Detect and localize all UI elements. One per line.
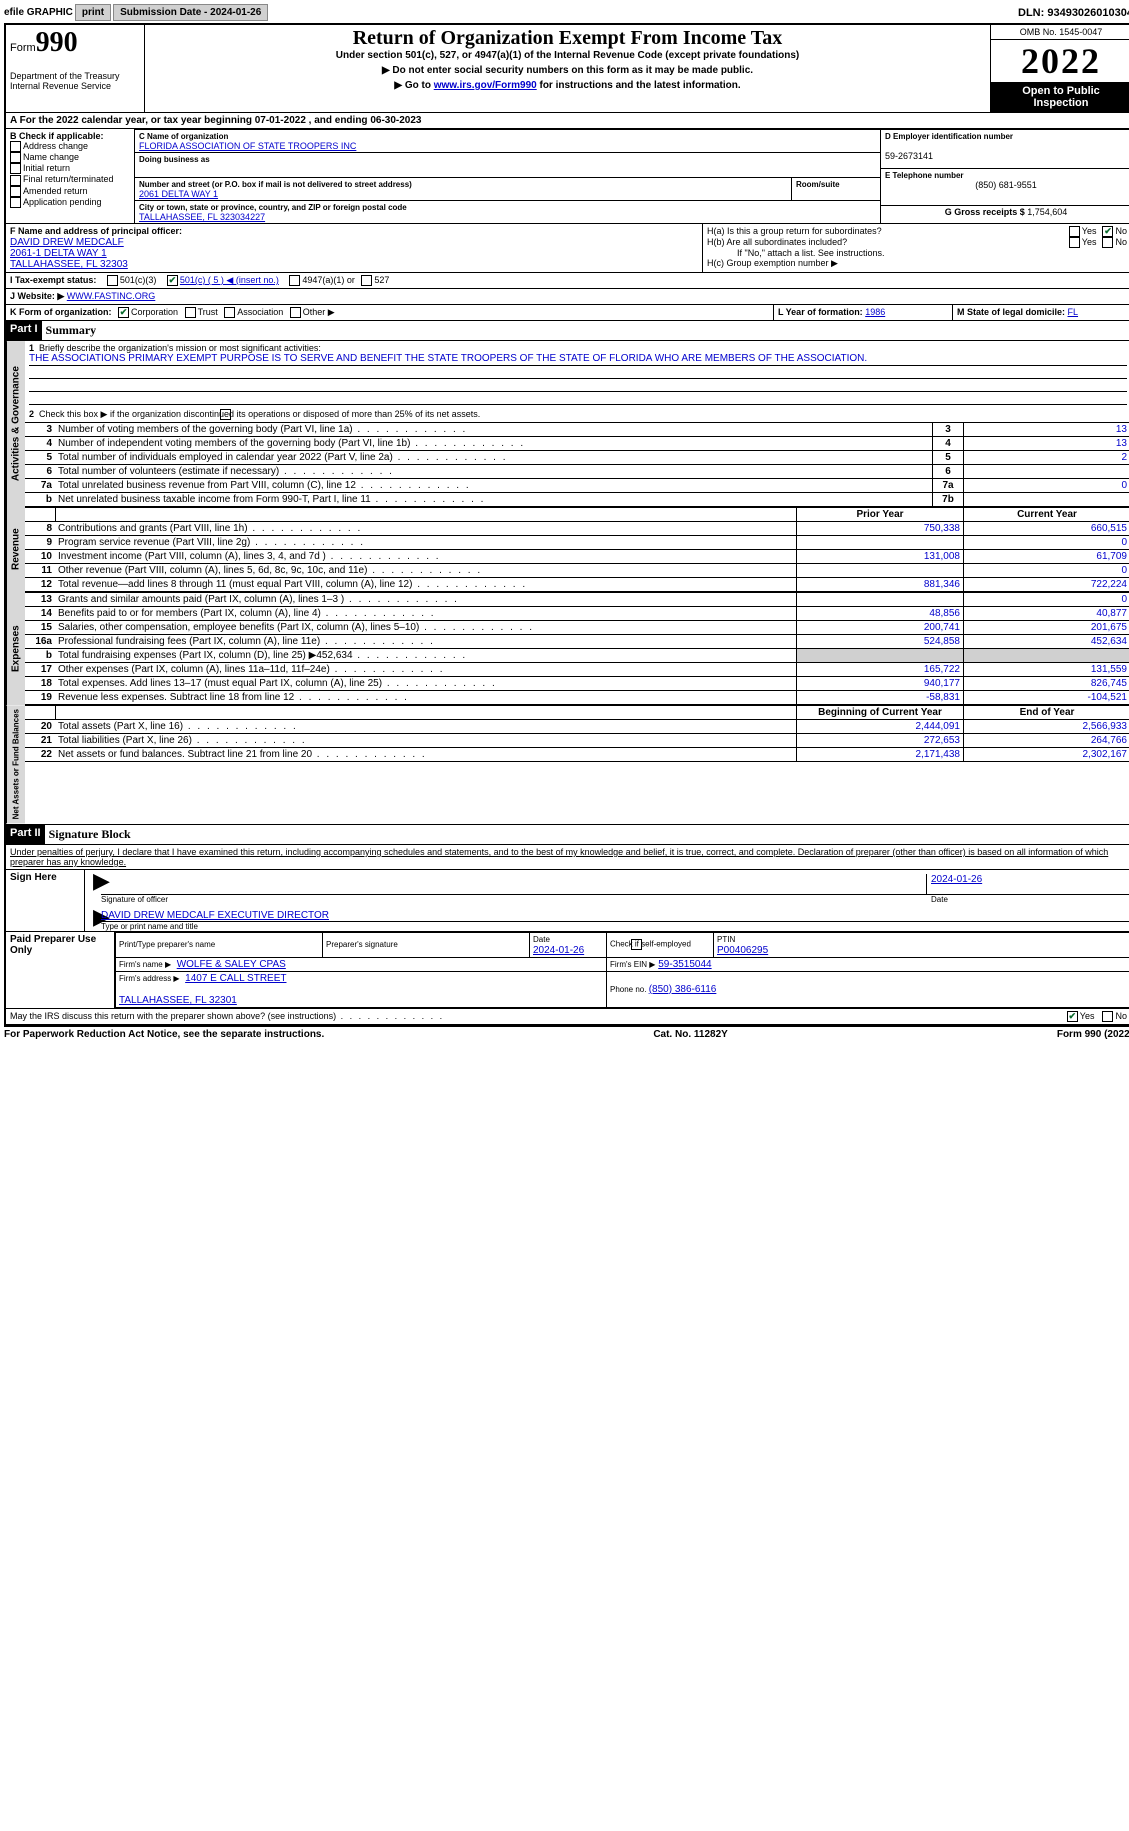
efile-label: efile GRAPHIC <box>4 7 73 18</box>
netassets-table: Beginning of Current Year End of Year20 … <box>25 705 1129 762</box>
print-button[interactable]: print <box>75 4 111 21</box>
form-title: Return of Organization Exempt From Incom… <box>149 27 986 50</box>
tax-year: 2022 <box>991 40 1129 82</box>
section-b: B Check if applicable: Address change Na… <box>6 129 135 223</box>
form-container: Form990 Department of the Treasury Inter… <box>4 23 1129 1026</box>
website: WWW.FASTINC.ORG <box>67 291 156 301</box>
chk-pending[interactable] <box>10 197 21 208</box>
sign-here-block: Sign Here ▶ 2024-01-26 Signature of offi… <box>6 869 1129 931</box>
ha-no[interactable] <box>1102 226 1113 237</box>
line-i-j: I Tax-exempt status: 501(c)(3) 501(c) ( … <box>6 272 1129 288</box>
part1-netassets: Net Assets or Fund Balances Beginning of… <box>6 705 1129 823</box>
chk-initial[interactable] <box>10 163 21 174</box>
discuss-line: May the IRS discuss this return with the… <box>6 1008 1129 1024</box>
hb-yes[interactable] <box>1069 237 1080 248</box>
open-inspection: Open to Public Inspection <box>991 82 1129 112</box>
ha-yes[interactable] <box>1069 226 1080 237</box>
ein: 59-2673141 <box>885 151 933 161</box>
dln: DLN: 93493026010304 <box>1018 7 1129 19</box>
top-bar: efile GRAPHIC print Submission Date - 20… <box>4 4 1129 21</box>
line-a: A For the 2022 calendar year, or tax yea… <box>6 112 1129 128</box>
part1-header: Part I <box>6 321 42 340</box>
dept-treasury: Department of the Treasury Internal Reve… <box>10 71 140 91</box>
discuss-no[interactable] <box>1102 1011 1113 1022</box>
discuss-yes[interactable] <box>1067 1011 1078 1022</box>
line-k-l-m: K Form of organization: Corporation Trus… <box>6 304 1129 320</box>
chk-address[interactable] <box>10 141 21 152</box>
part1-expenses: Expenses 13 Grants and similar amounts p… <box>6 592 1129 705</box>
section-d-e-g: D Employer identification number59-26731… <box>880 130 1129 223</box>
officer-name: DAVID DREW MEDCALF <box>10 237 124 248</box>
form-header: Form990 Department of the Treasury Inter… <box>6 25 1129 112</box>
chk-name[interactable] <box>10 152 21 163</box>
phone: (850) 681-9551 <box>885 180 1127 190</box>
org-street: 2061 DELTA WAY 1 <box>139 189 218 199</box>
officer-addr: 2061-1 DELTA WAY 1 TALLAHASSEE, FL 32303 <box>10 248 128 270</box>
revenue-table: Prior Year Current Year8 Contributions a… <box>25 507 1129 592</box>
expenses-table: 13 Grants and similar amounts paid (Part… <box>25 592 1129 705</box>
vert-governance: Activities & Governance <box>6 341 25 507</box>
section-f: F Name and address of principal officer:… <box>6 224 703 272</box>
irs-link[interactable]: www.irs.gov/Form990 <box>434 80 537 91</box>
block-f-h: F Name and address of principal officer:… <box>6 223 1129 272</box>
preparer-table: Print/Type preparer's name Preparer's si… <box>115 932 1129 1008</box>
block-b-c-d: B Check if applicable: Address change Na… <box>6 128 1129 223</box>
page-footer: For Paperwork Reduction Act Notice, see … <box>4 1026 1129 1042</box>
governance-table: 3 Number of voting members of the govern… <box>25 422 1129 507</box>
submission-button[interactable]: Submission Date - 2024-01-26 <box>113 4 268 21</box>
chk-amended[interactable] <box>10 186 21 197</box>
part2-header: Part II <box>6 825 45 844</box>
section-c: C Name of organizationFLORIDA ASSOCIATIO… <box>135 129 1129 223</box>
part1-governance: Activities & Governance 1 Briefly descri… <box>6 340 1129 507</box>
section-h: H(a) Is this a group return for subordin… <box>703 224 1129 272</box>
paid-preparer-block: Paid Preparer Use Only Print/Type prepar… <box>6 931 1129 1008</box>
org-city: TALLAHASSEE, FL 323034227 <box>139 212 265 222</box>
org-name: FLORIDA ASSOCIATION OF STATE TROOPERS IN… <box>139 141 356 151</box>
subtitle-1: Under section 501(c), 527, or 4947(a)(1)… <box>149 50 986 61</box>
omb-number: OMB No. 1545-0047 <box>991 25 1129 40</box>
part1-revenue: Revenue Prior Year Current Year8 Contrib… <box>6 507 1129 592</box>
declaration: Under penalties of perjury, I declare th… <box>6 844 1129 869</box>
line-j: J Website: ▶ WWW.FASTINC.ORG <box>6 288 1129 304</box>
form-number: Form990 <box>10 27 140 59</box>
officer-printed: DAVID DREW MEDCALF EXECUTIVE DIRECTOR <box>101 910 1129 922</box>
mission: THE ASSOCIATIONS PRIMARY EXEMPT PURPOSE … <box>29 353 1127 366</box>
hb-no[interactable] <box>1102 237 1113 248</box>
subtitle-2: ▶ Do not enter social security numbers o… <box>149 65 986 76</box>
chk-final[interactable] <box>10 175 21 186</box>
subtitle-3: ▶ Go to www.irs.gov/Form990 for instruct… <box>149 80 986 91</box>
gross-receipts: 1,754,604 <box>1027 207 1067 217</box>
